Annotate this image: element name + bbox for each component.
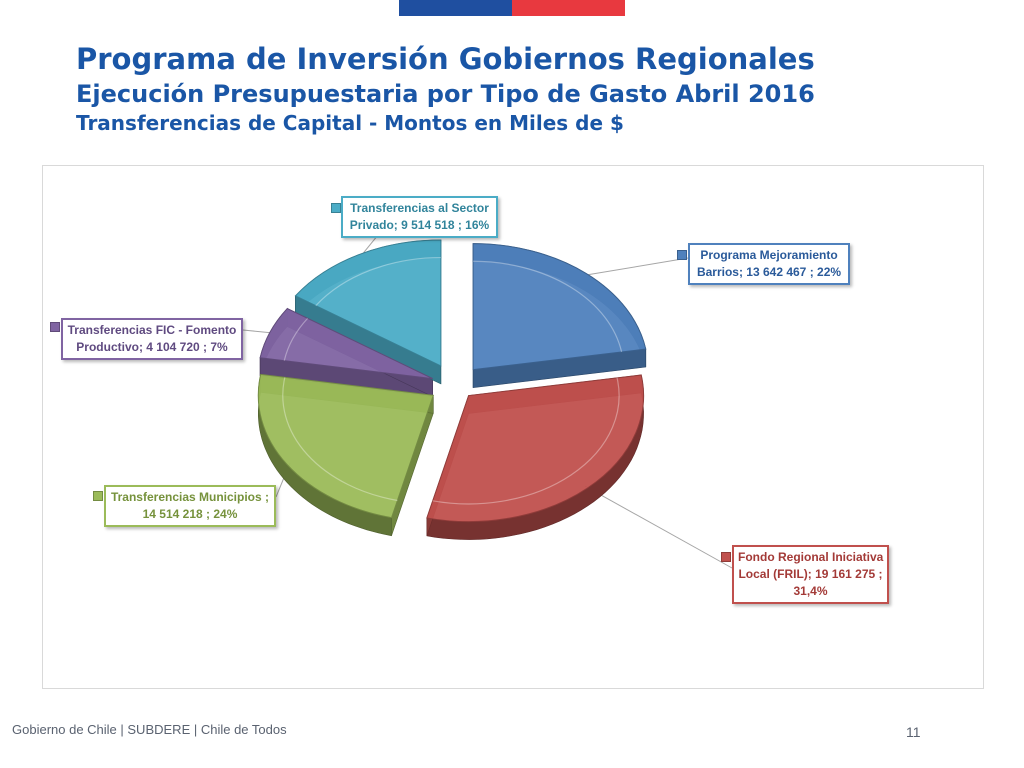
pie-slice-municipios xyxy=(257,373,434,519)
label-line: Transferencias al Sector xyxy=(350,201,489,215)
label-line: Productivo; 4 104 720 ; 7% xyxy=(76,340,228,354)
footer-text: Gobierno de Chile | SUBDERE | Chile de T… xyxy=(12,722,287,737)
label-line: 14 514 218 ; 24% xyxy=(142,507,238,521)
pie-rim-mejoramiento-barrios xyxy=(473,260,623,353)
legend-key-municipios xyxy=(93,491,103,501)
label-line: Privado; 9 514 518 ; 16% xyxy=(349,218,490,232)
data-label-fril: Fondo Regional Iniciativa Local (FRIL); … xyxy=(732,545,889,604)
legend-key-sector-privado xyxy=(331,203,341,213)
page-number: 11 xyxy=(906,724,921,740)
pie-slice-mejoramiento-barrios xyxy=(472,243,647,371)
label-line: Fondo Regional Iniciativa xyxy=(738,550,884,564)
data-label-fic-fomento: Transferencias FIC - Fomento Productivo;… xyxy=(61,318,243,360)
pie-rim-sector-privado xyxy=(315,256,441,307)
label-line: Programa Mejoramiento xyxy=(700,248,838,262)
pie-slice-sector-privado xyxy=(294,239,442,367)
legend-key-fic-fomento xyxy=(50,322,60,332)
legend-key-fril xyxy=(721,552,731,562)
label-line: Local (FRIL); 19 161 275 ; xyxy=(738,567,883,581)
pie-rim-fril xyxy=(432,377,620,505)
pie-slice-tops xyxy=(257,239,647,523)
data-label-mejoramiento-barrios: Programa Mejoramiento Barrios; 13 642 46… xyxy=(688,243,850,285)
leader-line-mejoramiento-barrios xyxy=(583,257,689,276)
leader-line-fril xyxy=(584,485,733,569)
page-subtitle: Ejecución Presupuestaria por Tipo de Gas… xyxy=(76,80,815,108)
label-line: Transferencias FIC - Fomento xyxy=(67,323,237,337)
pie-rim-municipios xyxy=(282,377,398,502)
chart-title: Transferencias de Capital - Montos en Mi… xyxy=(76,111,624,135)
leader-line-fic-fomento xyxy=(242,329,274,334)
pie-rim-fic-fomento xyxy=(283,317,309,361)
data-label-sector-privado: Transferencias al Sector Privado; 9 514 … xyxy=(341,196,498,238)
pie-slice-fril xyxy=(426,374,645,523)
data-label-municipios: Transferencias Municipios ; 14 514 218 ;… xyxy=(104,485,276,527)
flag-stripe-blue xyxy=(399,0,512,16)
page-title: Programa de Inversión Gobiernos Regional… xyxy=(76,42,815,76)
label-line: Barrios; 13 642 467 ; 22% xyxy=(696,265,842,279)
flag-stripe-red xyxy=(512,0,625,16)
label-line: Transferencias Municipios ; xyxy=(110,490,270,504)
pie-slice-fic-fomento xyxy=(259,307,433,380)
label-line: 31,4% xyxy=(793,584,828,598)
legend-key-mejoramiento-barrios xyxy=(677,250,687,260)
